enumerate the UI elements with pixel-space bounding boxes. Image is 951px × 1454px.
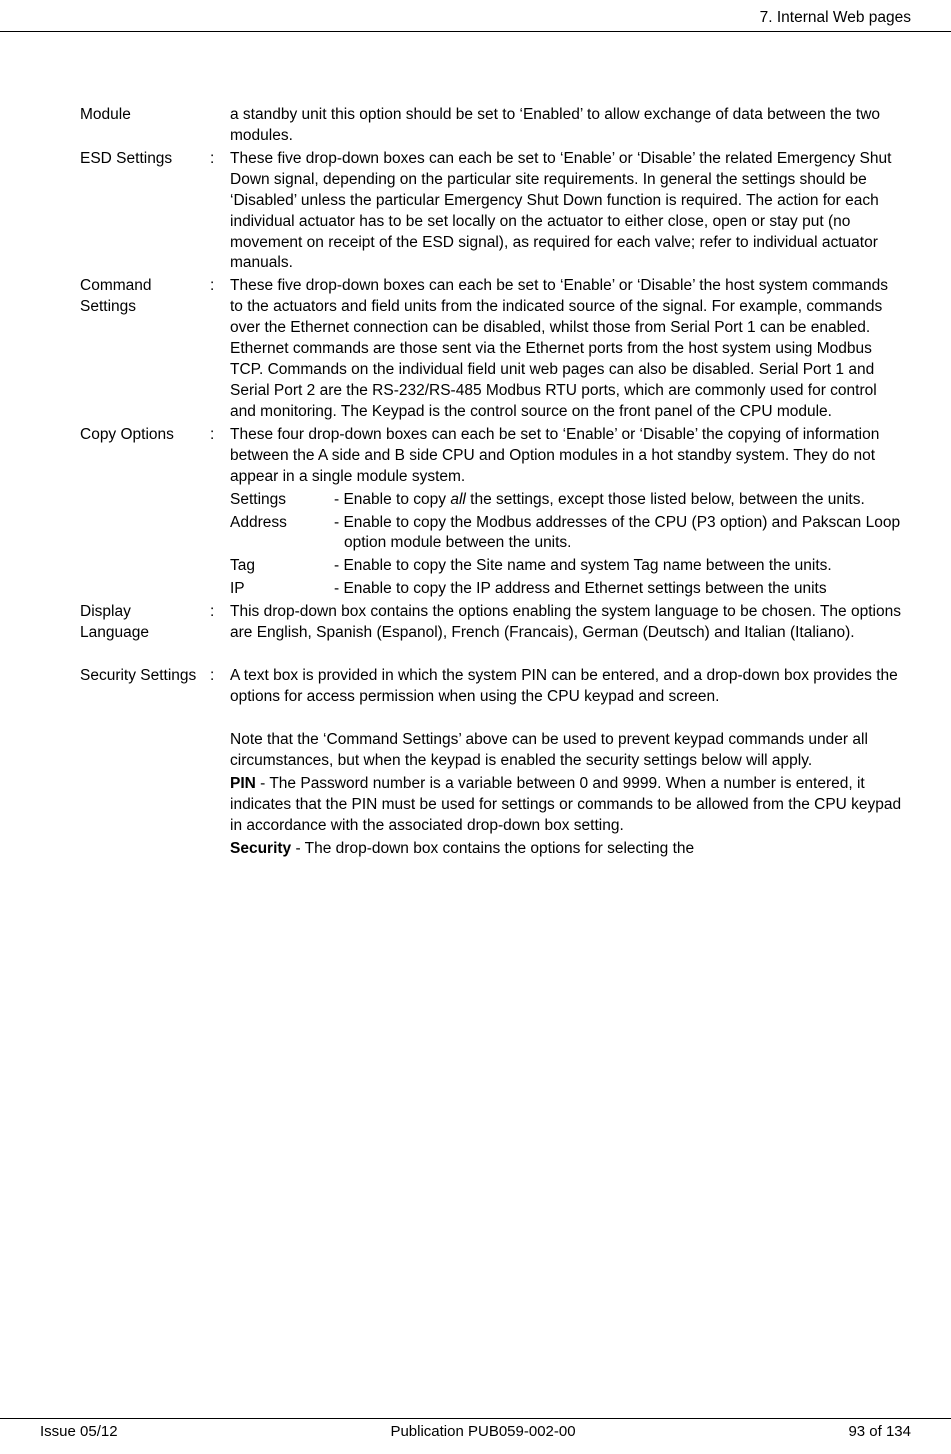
def-row-esd: ESD Settings : These five drop-down boxe… xyxy=(80,149,903,275)
sub-settings-post: the settings, except those listed below,… xyxy=(466,491,865,508)
security-p2: Note that the ‘Command Settings’ above c… xyxy=(230,730,903,772)
sec-desc: - The drop-down box contains the options… xyxy=(291,840,694,857)
term-security: Security Settings xyxy=(80,666,210,687)
sub-desc-tag: - Enable to copy the Site name and syste… xyxy=(344,556,903,577)
section-title: 7. Internal Web pages xyxy=(760,9,911,26)
def-row-copy: Copy Options : These four drop-down boxe… xyxy=(80,425,903,600)
colon: : xyxy=(210,276,230,297)
spacer xyxy=(230,710,903,730)
desc-security: A text box is provided in which the syst… xyxy=(230,666,903,861)
term-display: Display Language xyxy=(80,602,210,644)
sub-settings-italic: all xyxy=(450,491,466,508)
footer-publication: Publication PUB059-002-00 xyxy=(390,1422,575,1442)
security-sec: Security - The drop-down box contains th… xyxy=(230,839,903,860)
pin-desc: - The Password number is a variable betw… xyxy=(230,775,901,834)
footer-issue: Issue 05/12 xyxy=(40,1422,118,1442)
sub-term-ip: IP xyxy=(230,579,330,600)
def-row-display: Display Language : This drop-down box co… xyxy=(80,602,903,644)
desc-module: a standby unit this option should be set… xyxy=(230,105,903,147)
sub-desc-ip: - Enable to copy the IP address and Ethe… xyxy=(344,579,903,600)
def-row-command: Command Settings : These five drop-down … xyxy=(80,276,903,422)
colon: : xyxy=(210,425,230,446)
term-esd: ESD Settings xyxy=(80,149,210,170)
copy-intro: These four drop-down boxes can each be s… xyxy=(230,425,903,488)
security-pin: PIN - The Password number is a variable … xyxy=(230,774,903,837)
desc-copy: These four drop-down boxes can each be s… xyxy=(230,425,903,600)
def-row-module: Module a standby unit this option should… xyxy=(80,105,903,147)
sub-row-tag: Tag - Enable to copy the Site name and s… xyxy=(230,556,903,577)
term-command: Command Settings xyxy=(80,276,210,318)
sub-desc-settings: - Enable to copy all the settings, excep… xyxy=(344,490,903,511)
colon: : xyxy=(210,666,230,687)
sub-row-settings: Settings - Enable to copy all the settin… xyxy=(230,490,903,511)
footer-page: 93 of 134 xyxy=(848,1422,911,1442)
colon: : xyxy=(210,602,230,623)
colon: : xyxy=(210,149,230,170)
sub-row-ip: IP - Enable to copy the IP address and E… xyxy=(230,579,903,600)
sub-desc-address: - Enable to copy the Modbus addresses of… xyxy=(344,513,903,555)
spacer xyxy=(80,646,903,666)
desc-display: This drop-down box contains the options … xyxy=(230,602,903,644)
page-footer: Issue 05/12 Publication PUB059-002-00 93… xyxy=(0,1418,951,1442)
content-area: Module a standby unit this option should… xyxy=(80,105,903,863)
sec-label: Security xyxy=(230,840,291,857)
security-p1: A text box is provided in which the syst… xyxy=(230,666,903,708)
def-row-security: Security Settings : A text box is provid… xyxy=(80,666,903,861)
sub-settings-pre: - Enable to copy xyxy=(334,491,450,508)
term-copy: Copy Options xyxy=(80,425,210,446)
desc-esd: These five drop-down boxes can each be s… xyxy=(230,149,903,275)
desc-command: These five drop-down boxes can each be s… xyxy=(230,276,903,422)
sub-term-address: Address xyxy=(230,513,330,534)
pin-label: PIN xyxy=(230,775,256,792)
sub-term-settings: Settings xyxy=(230,490,330,511)
page-header: 7. Internal Web pages xyxy=(0,8,951,32)
sub-term-tag: Tag xyxy=(230,556,330,577)
sub-row-address: Address - Enable to copy the Modbus addr… xyxy=(230,513,903,555)
term-module: Module xyxy=(80,105,210,126)
